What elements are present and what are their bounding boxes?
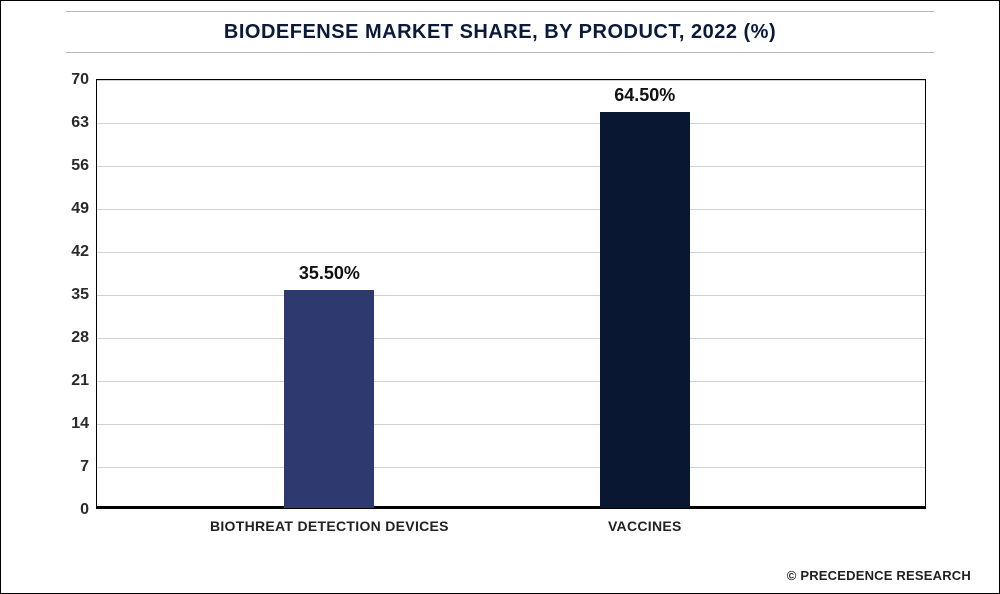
grid-line xyxy=(97,338,925,339)
grid-line xyxy=(97,381,925,382)
bar-value-label: 64.50% xyxy=(614,85,675,106)
copyright-credit: © PRECEDENCE RESEARCH xyxy=(787,568,971,583)
y-tick-label: 63 xyxy=(71,114,89,132)
y-tick-label: 42 xyxy=(71,243,89,261)
grid-line xyxy=(97,123,925,124)
x-tick-label: VACCINES xyxy=(608,518,682,534)
bar: 64.50% xyxy=(600,112,690,508)
bar-value-label: 35.50% xyxy=(299,263,360,284)
bar: 35.50% xyxy=(284,290,374,508)
x-axis-baseline xyxy=(97,506,925,508)
y-tick-label: 49 xyxy=(71,200,89,218)
grid-line xyxy=(97,209,925,210)
y-tick-label: 70 xyxy=(71,71,89,89)
grid-line xyxy=(97,166,925,167)
grid-line xyxy=(97,467,925,468)
grid-line xyxy=(97,295,925,296)
y-tick-label: 28 xyxy=(71,329,89,347)
y-tick-label: 0 xyxy=(80,501,89,519)
chart-container: BIODEFENSE MARKET SHARE, BY PRODUCT, 202… xyxy=(0,0,1000,594)
y-tick-label: 56 xyxy=(71,157,89,175)
y-tick-label: 14 xyxy=(71,415,89,433)
plot-area: 0714212835424956637035.50%BIOTHREAT DETE… xyxy=(96,79,926,509)
grid-line xyxy=(97,252,925,253)
y-tick-label: 35 xyxy=(71,286,89,304)
grid-line xyxy=(97,424,925,425)
chart-title-banner: BIODEFENSE MARKET SHARE, BY PRODUCT, 202… xyxy=(65,11,935,53)
chart-title: BIODEFENSE MARKET SHARE, BY PRODUCT, 202… xyxy=(224,21,776,44)
grid-line xyxy=(97,80,925,81)
x-tick-label: BIOTHREAT DETECTION DEVICES xyxy=(210,518,449,534)
y-tick-label: 21 xyxy=(71,372,89,390)
y-tick-label: 7 xyxy=(80,458,89,476)
